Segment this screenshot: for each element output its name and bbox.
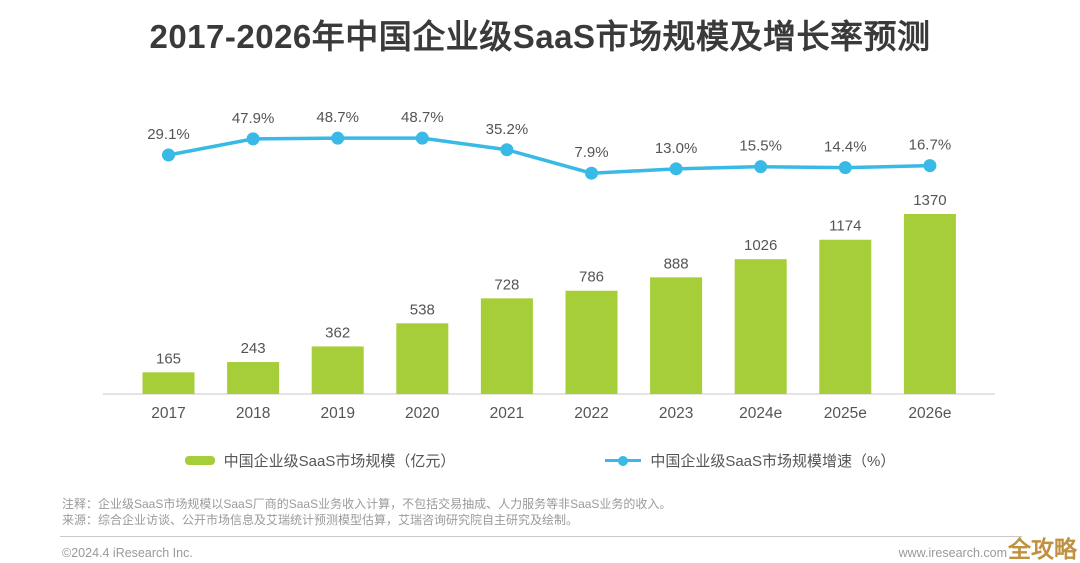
bar-value-label-2018: 243 bbox=[241, 340, 266, 357]
chart-legend: 中国企业级SaaS市场规模（亿元） 中国企业级SaaS市场规模增速（%） bbox=[0, 450, 1080, 471]
copyright-text: ©2024.4 iResearch Inc. bbox=[62, 546, 193, 560]
bar-2023 bbox=[650, 277, 703, 394]
growth-point-2018 bbox=[246, 132, 260, 146]
legend-bar-label: 中国企业级SaaS市场规模（亿元） bbox=[223, 453, 456, 470]
x-axis-label-2025e: 2025e bbox=[824, 405, 867, 422]
bar-2020 bbox=[396, 323, 449, 394]
growth-value-label-2024e: 15.5% bbox=[739, 138, 782, 155]
bar-value-label-2026e: 1370 bbox=[913, 192, 946, 209]
x-axis-label-2026e: 2026e bbox=[908, 405, 951, 422]
x-axis-label-2019: 2019 bbox=[320, 405, 354, 422]
x-axis-label-2022: 2022 bbox=[574, 405, 608, 422]
note-definition: 注释：企业级SaaS市场规模以SaaS厂商的SaaS业务收入计算，不包括交易抽成… bbox=[62, 497, 672, 511]
x-axis-label-2023: 2023 bbox=[659, 405, 693, 422]
bar-value-label-2020: 538 bbox=[410, 301, 435, 318]
growth-point-2023 bbox=[669, 162, 683, 176]
bar-2021 bbox=[480, 298, 533, 394]
watermark-text: 全攻略 bbox=[1008, 536, 1077, 562]
bar-value-label-2017: 165 bbox=[156, 350, 181, 367]
growth-value-label-2021: 35.2% bbox=[486, 121, 529, 138]
growth-point-2021 bbox=[500, 143, 514, 157]
footer-divider bbox=[60, 536, 1022, 537]
bar-2017 bbox=[142, 372, 195, 394]
growth-point-2017 bbox=[162, 148, 175, 162]
growth-value-label-2023: 13.0% bbox=[655, 140, 698, 157]
bar-swatch-icon bbox=[184, 456, 215, 465]
bar-2025e bbox=[819, 239, 872, 394]
growth-value-label-2022: 7.9% bbox=[574, 144, 608, 161]
x-axis-label-2024e: 2024e bbox=[739, 405, 782, 422]
growth-value-label-2018: 47.9% bbox=[232, 110, 275, 127]
bar-2024e bbox=[734, 259, 787, 394]
growth-value-label-2019: 48.7% bbox=[316, 109, 359, 126]
x-axis-label-2020: 2020 bbox=[405, 405, 440, 422]
bar-value-label-2025e: 1174 bbox=[829, 218, 861, 235]
growth-value-label-2025e: 14.4% bbox=[824, 139, 867, 156]
bar-2019 bbox=[311, 346, 364, 394]
growth-point-2024e bbox=[754, 160, 768, 174]
bar-2026e bbox=[903, 213, 956, 394]
x-axis-label-2021: 2021 bbox=[490, 405, 524, 422]
growth-value-label-2017: 29.1% bbox=[147, 126, 190, 143]
x-axis-label-2018: 2018 bbox=[236, 405, 270, 422]
growth-point-2022 bbox=[585, 166, 598, 180]
line-dot-icon bbox=[618, 455, 629, 466]
legend-item-market-size: 中国企业级SaaS市场规模（亿元） bbox=[184, 450, 456, 471]
saas-market-chart: 165 2017 243 2018 362 2019 538 2020 728 2021 786 20… bbox=[103, 109, 995, 422]
growth-point-2025e bbox=[838, 161, 852, 175]
x-axis-label-2017: 2017 bbox=[151, 405, 185, 422]
growth-rate-line bbox=[168, 136, 930, 175]
growth-point-2019 bbox=[331, 131, 345, 145]
footer: ©2024.4 iResearch Inc. www.iresearch.com… bbox=[62, 538, 1077, 561]
website-url: www.iresearch.com bbox=[898, 546, 1007, 560]
bar-value-label-2019: 362 bbox=[325, 324, 350, 341]
legend-line-label: 中国企业级SaaS市场规模增速（%） bbox=[650, 453, 896, 470]
growth-value-label-2026e: 16.7% bbox=[909, 137, 952, 154]
bar-2022 bbox=[565, 290, 618, 394]
growth-value-label-2020: 48.7% bbox=[401, 109, 444, 126]
bar-value-label-2024e: 1026 bbox=[744, 237, 777, 254]
bar-2018 bbox=[227, 362, 280, 394]
chart-title: 2017-2026年中国企业级SaaS市场规模及增长率预测 bbox=[149, 18, 931, 55]
bar-value-label-2022: 786 bbox=[579, 269, 604, 286]
legend-item-growth-rate: 中国企业级SaaS市场规模增速（%） bbox=[605, 450, 895, 471]
note-source: 来源：综合企业访谈、公开市场信息及艾瑞统计预测模型估算，艾瑞咨询研究院自主研究及… bbox=[62, 513, 579, 527]
growth-point-2020 bbox=[415, 131, 429, 145]
footer-right: www.iresearch.com 全攻略 bbox=[899, 538, 1077, 561]
line-swatch-icon bbox=[605, 455, 642, 466]
chart-notes: 注释：企业级SaaS市场规模以SaaS厂商的SaaS业务收入计算，不包括交易抽成… bbox=[62, 496, 671, 528]
growth-point-2026e bbox=[923, 159, 937, 173]
bar-value-label-2023: 888 bbox=[664, 255, 689, 272]
bar-value-label-2021: 728 bbox=[494, 276, 519, 293]
